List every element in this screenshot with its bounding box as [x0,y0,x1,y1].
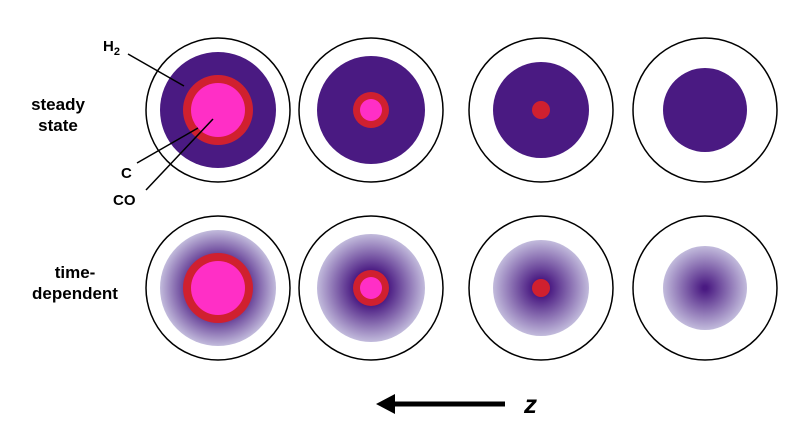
z-axis-label: z [523,389,537,419]
h2-label: H2 [103,38,120,58]
co-core [191,83,245,137]
row-label-steady-line2: state [38,116,78,135]
panel-row1-col4 [632,37,778,183]
co-label: CO [113,192,136,209]
row-label-time-line1: time- [55,263,96,282]
c-ring [532,101,550,119]
row-label-steady-line1: steady [31,95,85,114]
z-axis-arrow-head [376,394,395,414]
c-ring [532,279,550,297]
c-leader-line [136,127,199,164]
panel-row1-col1 [145,37,291,183]
panel-row2-col1 [145,215,291,361]
row-label-time-line2: dependent [32,284,118,303]
panel-row1-col3 [468,37,614,183]
panel-row1-col2 [298,37,444,183]
h2-region [663,68,747,152]
panel-row2-col2 [298,215,444,361]
h2-leader-line [127,53,185,87]
panel-row2-col4 [632,215,778,361]
c-label: C [121,165,132,182]
co-core [360,99,382,121]
co-leader-line [145,118,214,191]
co-core [191,261,245,315]
panels [145,37,778,361]
co-core [360,277,382,299]
panel-row2-col3 [468,215,614,361]
h2-region [663,246,747,330]
